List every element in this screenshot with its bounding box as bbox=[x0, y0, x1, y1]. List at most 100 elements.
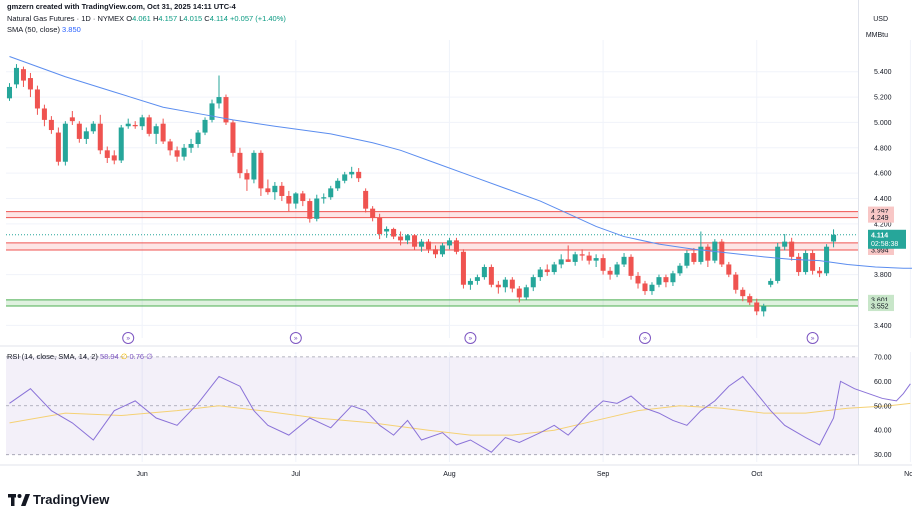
candle[interactable] bbox=[300, 193, 306, 202]
candle[interactable] bbox=[412, 235, 418, 247]
candle[interactable] bbox=[607, 270, 613, 275]
candle[interactable] bbox=[432, 249, 439, 255]
candle[interactable] bbox=[363, 190, 369, 209]
candle[interactable] bbox=[76, 123, 82, 139]
candle[interactable] bbox=[160, 123, 166, 142]
candle[interactable] bbox=[251, 152, 257, 180]
candle[interactable] bbox=[628, 256, 634, 276]
candle[interactable] bbox=[544, 269, 550, 273]
sma-line[interactable] bbox=[9, 56, 912, 269]
candle[interactable] bbox=[782, 241, 788, 247]
candle[interactable] bbox=[439, 245, 445, 255]
candle[interactable] bbox=[419, 241, 425, 247]
candle[interactable] bbox=[614, 264, 620, 275]
candle[interactable] bbox=[335, 180, 341, 189]
candle[interactable] bbox=[342, 174, 348, 181]
rsi-line[interactable] bbox=[9, 375, 911, 453]
candle[interactable] bbox=[474, 277, 480, 281]
candle[interactable] bbox=[90, 123, 96, 132]
candle[interactable] bbox=[502, 279, 508, 288]
candle[interactable] bbox=[586, 255, 592, 261]
candle[interactable] bbox=[237, 152, 243, 174]
candle[interactable] bbox=[405, 235, 411, 241]
candle[interactable] bbox=[146, 117, 152, 134]
candle[interactable] bbox=[258, 152, 264, 189]
candle[interactable] bbox=[328, 188, 334, 198]
candle[interactable] bbox=[265, 188, 271, 193]
candle[interactable] bbox=[307, 201, 313, 219]
candle[interactable] bbox=[139, 117, 145, 127]
candle[interactable] bbox=[111, 155, 117, 161]
candle[interactable] bbox=[446, 240, 452, 246]
candle[interactable] bbox=[551, 264, 557, 273]
event-marker-icon[interactable] bbox=[122, 332, 135, 344]
candle[interactable] bbox=[677, 265, 683, 274]
candle[interactable] bbox=[125, 123, 131, 127]
candle[interactable] bbox=[244, 173, 250, 180]
candle[interactable] bbox=[600, 258, 606, 271]
candle[interactable] bbox=[789, 241, 795, 257]
candle[interactable] bbox=[370, 208, 376, 218]
last-price-tag[interactable] bbox=[868, 229, 906, 249]
event-marker-icon[interactable] bbox=[806, 332, 819, 344]
candle[interactable] bbox=[698, 246, 704, 262]
candle[interactable] bbox=[132, 124, 138, 127]
candle[interactable] bbox=[453, 240, 459, 252]
symbol-title[interactable]: Natural Gas Futures · 1D · NYMEX bbox=[7, 14, 125, 23]
event-marker-icon[interactable] bbox=[639, 332, 651, 344]
candle[interactable] bbox=[523, 287, 529, 298]
candle[interactable] bbox=[656, 277, 662, 285]
candle[interactable] bbox=[321, 197, 327, 199]
candle[interactable] bbox=[118, 127, 124, 161]
candle[interactable] bbox=[740, 289, 746, 297]
candle[interactable] bbox=[537, 269, 543, 278]
candle[interactable] bbox=[62, 123, 68, 162]
candle[interactable] bbox=[824, 246, 830, 274]
candle[interactable] bbox=[579, 254, 585, 256]
candle[interactable] bbox=[279, 185, 285, 196]
candle[interactable] bbox=[153, 126, 159, 134]
candle[interactable] bbox=[810, 253, 816, 271]
candle[interactable] bbox=[726, 264, 732, 275]
rsi-legend[interactable]: RSI (14, close, SMA, 14, 2) 58.94 ∅ 0.76… bbox=[7, 352, 153, 361]
candle[interactable] bbox=[691, 253, 697, 262]
candle[interactable] bbox=[349, 171, 355, 175]
candle[interactable] bbox=[467, 280, 473, 285]
event-marker-icon[interactable] bbox=[289, 332, 302, 344]
candle[interactable] bbox=[831, 234, 837, 242]
candle[interactable] bbox=[6, 86, 13, 99]
candle[interactable] bbox=[509, 279, 515, 289]
support-zone[interactable] bbox=[6, 299, 858, 307]
candle[interactable] bbox=[705, 246, 711, 261]
candle[interactable] bbox=[488, 266, 494, 285]
candle[interactable] bbox=[593, 258, 599, 261]
candle[interactable] bbox=[684, 253, 690, 266]
candle[interactable] bbox=[356, 171, 362, 179]
candle[interactable] bbox=[747, 296, 753, 303]
candle[interactable] bbox=[530, 277, 536, 288]
candle[interactable] bbox=[817, 270, 823, 274]
candle[interactable] bbox=[314, 198, 320, 219]
candle[interactable] bbox=[202, 119, 208, 133]
candle[interactable] bbox=[216, 97, 222, 104]
candle[interactable] bbox=[209, 103, 215, 120]
candle[interactable] bbox=[20, 69, 26, 81]
resistance-zone[interactable] bbox=[6, 211, 858, 218]
candle[interactable] bbox=[558, 259, 564, 265]
candle[interactable] bbox=[13, 67, 19, 85]
candle[interactable] bbox=[391, 228, 397, 237]
candle[interactable] bbox=[425, 241, 432, 250]
rsi-sma-line[interactable] bbox=[9, 402, 911, 436]
candle[interactable] bbox=[384, 228, 390, 232]
candle[interactable] bbox=[670, 273, 676, 283]
candle[interactable] bbox=[761, 306, 767, 312]
candle[interactable] bbox=[719, 241, 725, 265]
candle[interactable] bbox=[775, 246, 781, 281]
candle[interactable] bbox=[55, 132, 61, 162]
candle[interactable] bbox=[167, 141, 173, 151]
candle[interactable] bbox=[572, 254, 578, 262]
candle[interactable] bbox=[495, 284, 501, 288]
candle[interactable] bbox=[516, 288, 522, 298]
candle[interactable] bbox=[83, 131, 89, 139]
candle[interactable] bbox=[272, 185, 278, 193]
